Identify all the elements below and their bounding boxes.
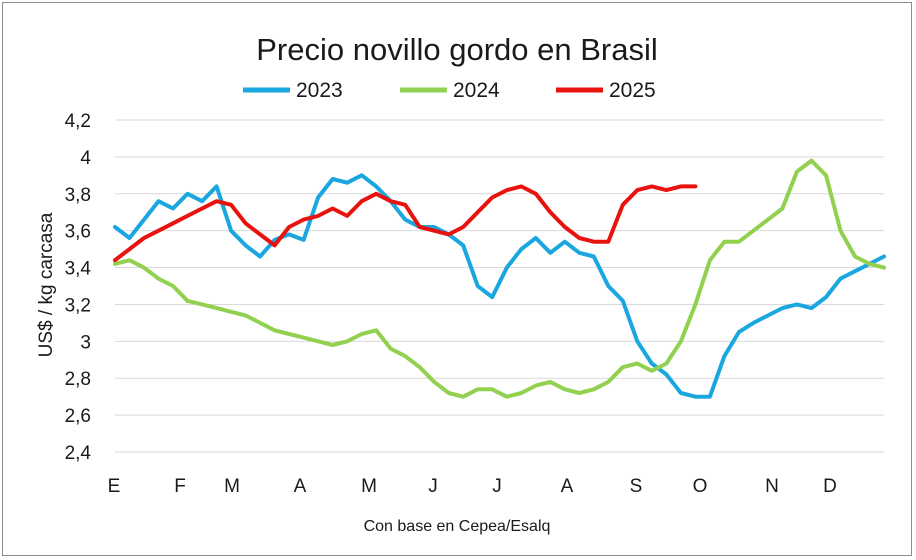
y-tick-label: 3,6 — [65, 222, 91, 243]
y-axis-label: US$ / kg carcasa — [36, 212, 57, 357]
x-tick-label: O — [693, 476, 708, 497]
x-tick-label: J — [428, 476, 438, 497]
legend-label-2024: 2024 — [453, 79, 500, 102]
y-tick-label: 2,4 — [65, 443, 92, 464]
y-axis-ticks: 2,4 2,6 2,8 3 3,2 3,4 3,6 3,8 4 4,2 — [65, 111, 92, 464]
x-tick-label: F — [174, 476, 186, 497]
x-tick-label: N — [765, 476, 779, 497]
x-tick-label: A — [294, 476, 307, 497]
y-tick-label: 2,8 — [65, 369, 91, 390]
y-tick-label: 4,2 — [65, 111, 91, 132]
y-tick-label: 3,8 — [65, 185, 91, 206]
x-tick-label: M — [361, 476, 377, 497]
legend-label-2023: 2023 — [296, 79, 343, 102]
y-tick-label: 3,4 — [65, 259, 92, 280]
x-tick-label: D — [823, 476, 837, 497]
series-line-2023 — [113, 173, 886, 399]
y-tick-label: 3 — [80, 332, 91, 353]
series-line-2025 — [113, 184, 698, 263]
y-tick-label: 4 — [80, 148, 91, 169]
x-tick-label: M — [224, 476, 240, 497]
chart-title: Precio novillo gordo en Brasil — [256, 32, 658, 67]
y-tick-label: 3,2 — [65, 295, 91, 316]
series-lines — [113, 158, 886, 399]
source-note: Con base en Cepea/Esalq — [364, 518, 551, 535]
legend-label-2025: 2025 — [609, 79, 656, 102]
x-tick-label: S — [630, 476, 643, 497]
x-tick-label: E — [108, 476, 121, 497]
series-line-2024 — [113, 158, 886, 399]
y-tick-label: 2,6 — [65, 406, 91, 427]
x-tick-label: J — [492, 476, 502, 497]
legend: 2023 2024 2025 — [243, 79, 656, 102]
x-tick-label: A — [561, 476, 574, 497]
gridlines — [115, 119, 884, 453]
